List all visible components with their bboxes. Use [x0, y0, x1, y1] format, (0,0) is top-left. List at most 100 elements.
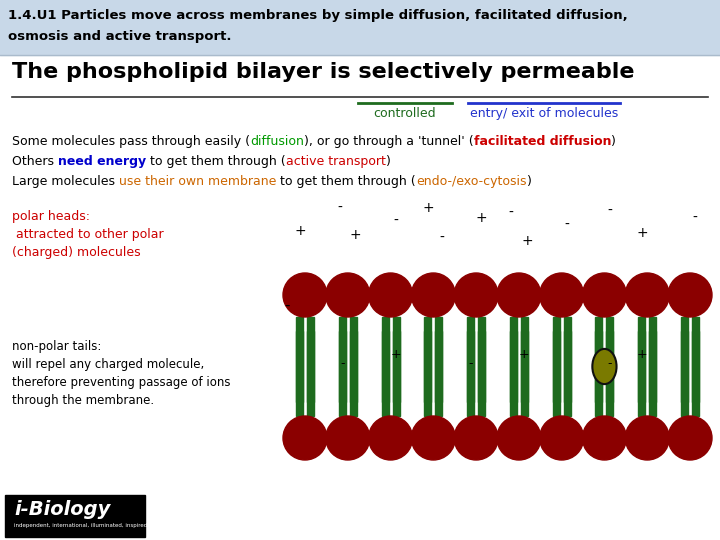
Bar: [350, 317, 357, 402]
Text: endo-/exo-cytosis: endo-/exo-cytosis: [416, 175, 526, 188]
Text: 1.4.U1 Particles move across membranes by simple diffusion, facilitated diffusio: 1.4.U1 Particles move across membranes b…: [8, 9, 628, 22]
Text: -: -: [439, 231, 444, 245]
Text: (charged) molecules: (charged) molecules: [12, 246, 140, 259]
Text: ), or go through a 'tunnel' (: ), or go through a 'tunnel' (: [304, 135, 474, 148]
Bar: [564, 317, 571, 402]
Bar: [478, 331, 485, 416]
Bar: [424, 317, 431, 402]
Circle shape: [625, 273, 669, 317]
Text: The phospholipid bilayer is selectively permeable: The phospholipid bilayer is selectively …: [12, 62, 634, 82]
Bar: [606, 317, 613, 402]
Bar: [339, 331, 346, 416]
Text: +: +: [518, 348, 529, 361]
Bar: [467, 317, 474, 402]
Text: +: +: [475, 211, 487, 225]
Text: polar heads:: polar heads:: [12, 210, 90, 223]
Bar: [638, 331, 645, 416]
Bar: [382, 331, 389, 416]
Bar: [307, 331, 314, 416]
Text: Some molecules pass through easily (: Some molecules pass through easily (: [12, 135, 250, 148]
Text: +: +: [637, 348, 647, 361]
Bar: [681, 331, 688, 416]
Text: -: -: [341, 357, 345, 370]
Text: i-Biology: i-Biology: [14, 500, 110, 519]
Bar: [649, 317, 656, 402]
Text: -: -: [607, 357, 612, 370]
Text: to get them through (: to get them through (: [276, 175, 416, 188]
Text: +: +: [350, 228, 361, 242]
Text: active transport: active transport: [286, 155, 386, 168]
Bar: [296, 317, 303, 402]
Circle shape: [540, 273, 584, 317]
Text: controlled: controlled: [374, 107, 436, 120]
Text: attracted to other polar: attracted to other polar: [12, 228, 163, 241]
Text: +: +: [521, 234, 533, 248]
Circle shape: [283, 273, 327, 317]
Circle shape: [325, 273, 370, 317]
Circle shape: [283, 416, 327, 460]
Circle shape: [625, 416, 669, 460]
Text: -: -: [564, 218, 569, 232]
Circle shape: [369, 273, 413, 317]
Circle shape: [454, 416, 498, 460]
Text: will repel any charged molecule,: will repel any charged molecule,: [12, 358, 204, 371]
Circle shape: [668, 273, 712, 317]
Text: -: -: [284, 298, 289, 313]
Bar: [350, 331, 357, 416]
Bar: [681, 317, 688, 402]
Bar: [339, 317, 346, 402]
Text: +: +: [294, 224, 306, 238]
Text: -: -: [607, 204, 612, 218]
Bar: [510, 331, 517, 416]
Bar: [296, 331, 303, 416]
Bar: [467, 331, 474, 416]
Text: diffusion: diffusion: [250, 135, 304, 148]
Bar: [382, 317, 389, 402]
Text: non-polar tails:: non-polar tails:: [12, 340, 102, 353]
Bar: [638, 317, 645, 402]
Bar: [436, 317, 442, 402]
Bar: [436, 331, 442, 416]
Circle shape: [668, 416, 712, 460]
Text: +: +: [390, 348, 401, 361]
Text: -: -: [508, 206, 513, 220]
Bar: [553, 317, 559, 402]
Bar: [692, 317, 699, 402]
Text: -: -: [469, 357, 473, 370]
Text: ): ): [526, 175, 531, 188]
Bar: [424, 331, 431, 416]
Text: Others: Others: [12, 155, 58, 168]
Bar: [553, 331, 559, 416]
Text: use their own membrane: use their own membrane: [119, 175, 276, 188]
Circle shape: [497, 273, 541, 317]
Bar: [478, 317, 485, 402]
Bar: [521, 331, 528, 416]
Text: +: +: [636, 226, 648, 240]
Bar: [649, 331, 656, 416]
Text: osmosis and active transport.: osmosis and active transport.: [8, 30, 232, 43]
Bar: [510, 317, 517, 402]
Text: therefore preventing passage of ions: therefore preventing passage of ions: [12, 376, 230, 389]
Text: +: +: [423, 201, 434, 215]
Bar: [595, 317, 603, 402]
Text: facilitated diffusion: facilitated diffusion: [474, 135, 611, 148]
Circle shape: [454, 273, 498, 317]
Circle shape: [540, 416, 584, 460]
Circle shape: [325, 416, 370, 460]
Circle shape: [411, 273, 455, 317]
Bar: [5, 495, 145, 537]
Text: Large molecules: Large molecules: [12, 175, 119, 188]
Text: -: -: [338, 201, 342, 215]
Bar: [521, 317, 528, 402]
Text: through the membrane.: through the membrane.: [12, 394, 154, 407]
Text: -: -: [393, 214, 398, 228]
Bar: [392, 317, 400, 402]
Bar: [692, 331, 699, 416]
Circle shape: [582, 273, 626, 317]
Text: entry/ exit of molecules: entry/ exit of molecules: [470, 107, 618, 120]
Bar: [392, 331, 400, 416]
Bar: [595, 331, 603, 416]
Circle shape: [497, 416, 541, 460]
Ellipse shape: [593, 349, 616, 384]
Text: to get them through (: to get them through (: [146, 155, 286, 168]
